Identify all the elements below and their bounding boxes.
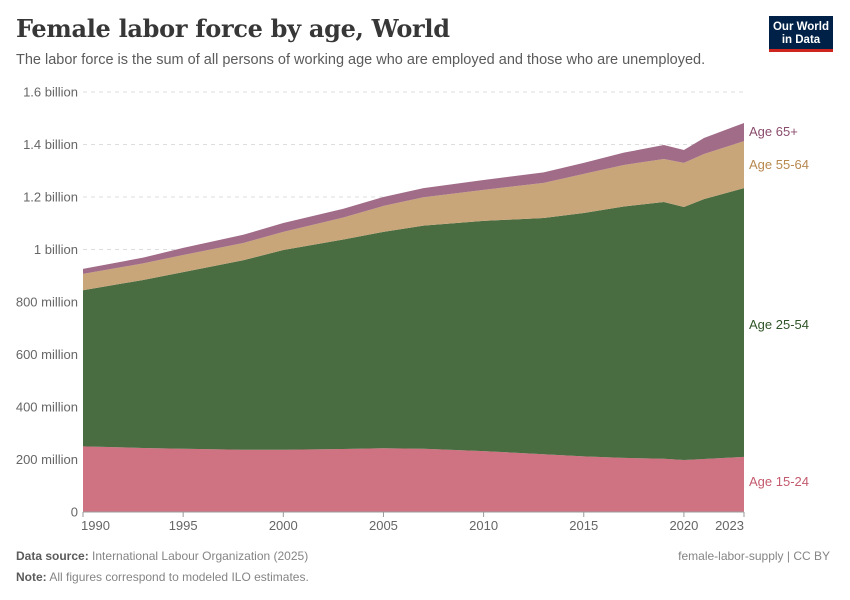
x-axis: 1990 1995 2000 2005 2010 2015 2020 2023 bbox=[81, 511, 745, 533]
y-tick-label: 1.4 billion bbox=[23, 137, 78, 152]
y-tick-label: 200 million bbox=[16, 452, 78, 467]
y-tick-label: 600 million bbox=[16, 347, 78, 362]
series-label[interactable]: Age 15-24 bbox=[749, 474, 809, 489]
stacked-area-chart: 0 200 million 400 million 600 million 800 mi… bbox=[16, 85, 809, 534]
series-label[interactable]: Age 55-64 bbox=[749, 157, 809, 172]
chart-slug-license[interactable]: female-labor-supply | CC BY bbox=[678, 549, 830, 563]
logo-line-2: in Data bbox=[781, 34, 821, 46]
data-source-label: Data source: bbox=[16, 549, 89, 563]
y-tick-label: 800 million bbox=[16, 295, 78, 310]
area-age-65-[interactable] bbox=[83, 122, 744, 274]
area-series bbox=[83, 122, 744, 512]
note-text: All figures correspond to modeled ILO es… bbox=[49, 570, 309, 584]
x-tick-label: 2010 bbox=[469, 518, 498, 533]
series-label[interactable]: Age 25-54 bbox=[749, 317, 809, 332]
series-label[interactable]: Age 65+ bbox=[749, 124, 798, 139]
chart-subtitle: The labor force is the sum of all person… bbox=[16, 52, 706, 68]
y-tick-label: 0 bbox=[71, 505, 78, 520]
x-tick-label: 2000 bbox=[269, 518, 298, 533]
x-tick-label: 2020 bbox=[669, 518, 698, 533]
y-tick-label: 1.6 billion bbox=[23, 85, 78, 100]
y-tick-label: 1 billion bbox=[34, 242, 78, 257]
y-axis: 0 200 million 400 million 600 million 800 mi… bbox=[16, 85, 78, 520]
x-tick-label: 1995 bbox=[169, 518, 198, 533]
y-tick-label: 1.2 billion bbox=[23, 190, 78, 205]
area-age-15-24[interactable] bbox=[83, 446, 744, 512]
chart-note: Note: All figures correspond to modeled … bbox=[16, 570, 309, 584]
y-tick-label: 400 million bbox=[16, 400, 78, 415]
chart-title: Female labor force by age, World bbox=[16, 14, 450, 43]
series-labels: Age 15-24 Age 25-54 Age 55-64 Age 65+ bbox=[749, 124, 809, 489]
logo-line-1: Our World bbox=[772, 21, 829, 33]
x-tick-label: 2023 bbox=[715, 518, 744, 533]
data-source-text[interactable]: International Labour Organization (2025) bbox=[92, 549, 309, 563]
data-source: Data source: International Labour Organi… bbox=[16, 549, 308, 563]
x-tick-label: 2015 bbox=[569, 518, 598, 533]
note-label: Note: bbox=[16, 570, 47, 584]
x-tick-label: 1990 bbox=[81, 518, 110, 533]
x-tick-label: 2005 bbox=[369, 518, 398, 533]
area-age-25-54[interactable] bbox=[83, 188, 744, 461]
area-age-55-64[interactable] bbox=[83, 141, 744, 291]
owid-logo[interactable]: Our World in Data bbox=[769, 16, 833, 52]
